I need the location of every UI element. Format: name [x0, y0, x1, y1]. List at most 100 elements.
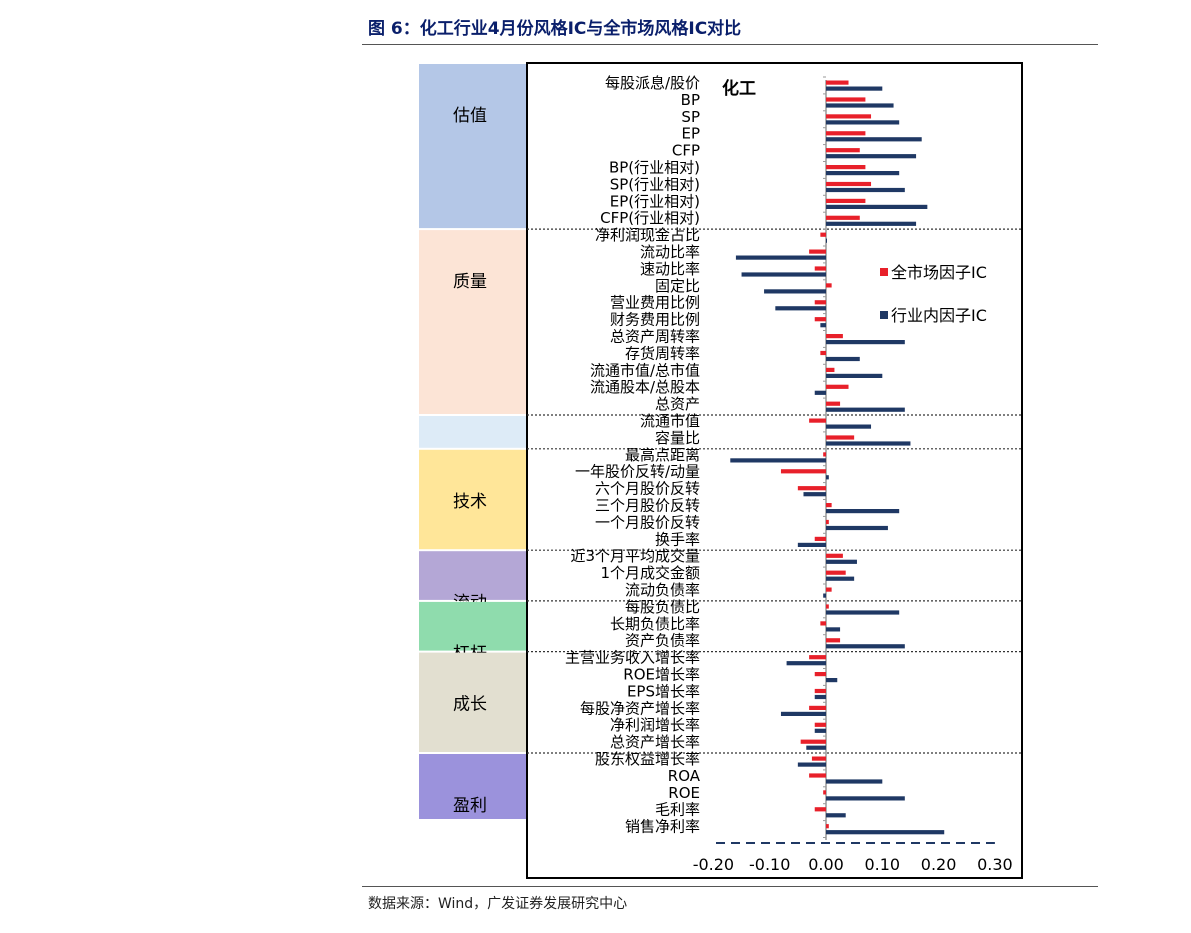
bar-market — [814, 672, 826, 677]
bar-market — [826, 198, 866, 203]
category-label: 1个月成交金额 — [600, 564, 700, 582]
bar-market — [814, 688, 826, 694]
category-label: 最高点距离 — [625, 446, 700, 464]
bar-industry — [826, 340, 905, 345]
bar-industry — [820, 323, 826, 328]
bar-market — [826, 114, 872, 119]
bar-industry — [826, 610, 900, 615]
group-panel — [419, 449, 527, 550]
group-panel — [419, 601, 527, 651]
bar-industry — [826, 627, 841, 632]
x-tick-labels: -0.20 -0.10 0.00 0.10 0.20 0.30 — [693, 855, 1013, 874]
bar-industry — [826, 441, 911, 446]
bar-market — [826, 283, 832, 288]
category-label: 近3个月平均成交量 — [570, 547, 700, 565]
category-label: 每股负债比 — [625, 598, 700, 616]
bar-industry — [826, 120, 900, 125]
x-tick-label: 0.30 — [977, 855, 1013, 874]
x-tick-label: 0.10 — [864, 855, 900, 874]
category-label: ROE — [668, 784, 700, 802]
group-label: 成长 — [453, 695, 487, 715]
category-label: 净利润现金占比 — [595, 226, 700, 244]
category-label: 资产负债率 — [625, 632, 700, 650]
bar-industry — [826, 407, 905, 412]
category-label: 速动比率 — [640, 260, 700, 278]
bar-market — [820, 621, 826, 626]
category-label: 六个月股价反转 — [595, 480, 700, 498]
bar-market — [826, 824, 829, 829]
bar-market — [809, 773, 826, 778]
bar-industry — [826, 813, 846, 818]
bar-market — [826, 587, 832, 592]
bar-industry — [826, 187, 905, 193]
legend-swatch — [880, 311, 888, 319]
bars — [730, 80, 945, 835]
bar-industry — [803, 492, 826, 497]
bar-industry — [826, 644, 905, 649]
category-label: 总资产增长率 — [610, 733, 700, 751]
bar-industry — [826, 559, 857, 564]
bar-market — [826, 80, 849, 85]
bar-market — [823, 790, 826, 795]
group-label: 估值 — [453, 106, 487, 126]
bar-market — [826, 638, 841, 643]
group-panel — [419, 230, 527, 414]
group-panel — [419, 416, 527, 448]
bar-industry — [764, 289, 826, 294]
bar-market — [814, 722, 826, 727]
category-label: EPS增长率 — [627, 682, 700, 700]
category-label: 流动负债率 — [625, 581, 700, 599]
bar-market — [814, 266, 826, 271]
x-tick-label: -0.10 — [749, 855, 790, 874]
category-label: EP(行业相对) — [610, 192, 700, 210]
bar-market — [826, 384, 849, 389]
group-label: 盈利 — [453, 796, 487, 816]
category-label: 总资产 — [655, 395, 700, 413]
category-label: 净利润增长率 — [610, 716, 700, 734]
bottom-rule — [362, 886, 1098, 887]
bar-industry — [826, 424, 872, 429]
bar-industry — [826, 103, 894, 108]
bar-market — [826, 181, 872, 187]
bar-market — [820, 232, 826, 237]
group-panel — [419, 652, 527, 752]
bar-industry — [826, 373, 883, 378]
bar-market — [826, 148, 860, 153]
category-label: 流通市值/总市值 — [590, 361, 700, 379]
bar-industry — [826, 678, 838, 683]
legend: 全市场因子IC 行业内因子IC — [880, 263, 987, 325]
group-label: 质量 — [453, 272, 487, 292]
bar-industry — [814, 390, 826, 395]
bar-industry — [730, 458, 826, 463]
category-label: 容量比 — [655, 429, 700, 447]
category-label: 股东权益增长率 — [595, 750, 700, 768]
legend-swatch — [880, 268, 888, 276]
bar-industry — [826, 509, 900, 514]
category-label: CFP(行业相对) — [600, 209, 700, 227]
bar-industry — [826, 86, 883, 91]
category-label: 存货周转率 — [625, 344, 700, 362]
bar-market — [826, 570, 846, 575]
category-label: 长期负债比率 — [610, 615, 700, 633]
bar-market — [826, 604, 829, 609]
category-label: 换手率 — [655, 530, 700, 548]
figure-title: 图 6：化工行业4月份风格IC与全市场风格IC对比 — [368, 19, 742, 39]
bar-market — [826, 503, 832, 508]
group-panels: 估值质量规模技术流动杠杆成长盈利 — [419, 64, 527, 819]
category-label: BP(行业相对) — [609, 159, 700, 177]
bar-market — [809, 249, 826, 254]
bar-market — [826, 165, 866, 170]
group-panel — [419, 754, 527, 819]
top-rule — [362, 44, 1098, 45]
category-label: 总资产周转率 — [610, 328, 700, 346]
category-label: ROE增长率 — [623, 666, 700, 684]
bar-market — [797, 486, 826, 491]
bar-market — [809, 705, 826, 710]
category-label: BP — [681, 91, 700, 109]
bar-industry — [826, 204, 928, 209]
bar-industry — [806, 745, 826, 750]
x-tick-label: -0.20 — [693, 855, 734, 874]
category-label: 一个月股价反转 — [595, 513, 700, 531]
bar-industry — [814, 694, 826, 700]
